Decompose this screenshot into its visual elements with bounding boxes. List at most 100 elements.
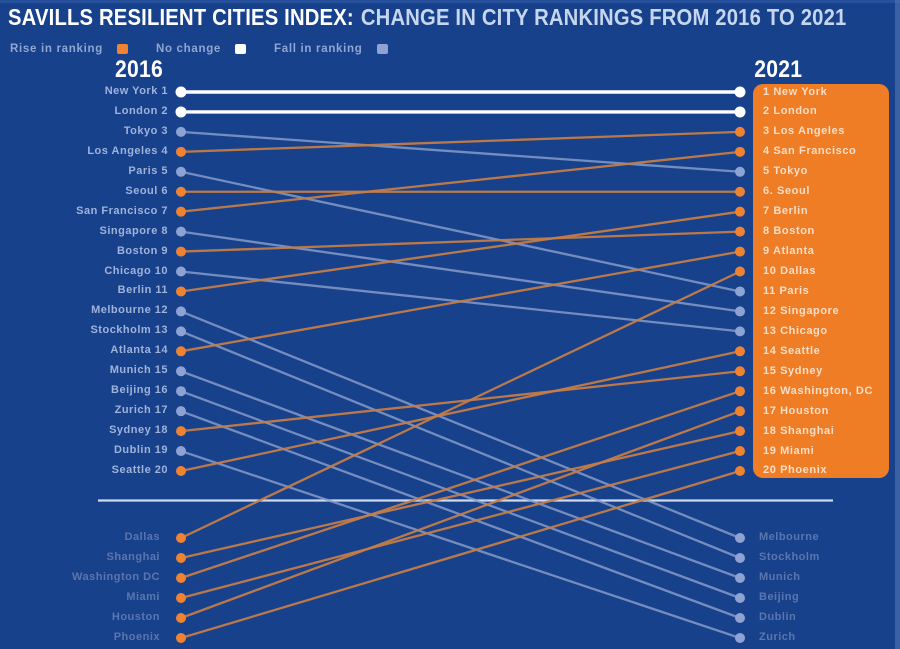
dot-2021-san-francisco bbox=[735, 146, 745, 157]
rank-row-16-washington-dc: 16 Washington, DC bbox=[763, 384, 874, 397]
dot-2016-singapore bbox=[176, 226, 186, 237]
entrant-label-washington-dc: Washington DC bbox=[72, 571, 160, 583]
dot-2016-zurich bbox=[176, 406, 186, 417]
rank-row-4-san-francisco: 4 San Francisco bbox=[763, 145, 857, 158]
dot-2016-dublin bbox=[176, 446, 186, 457]
line-shanghai bbox=[180, 429, 741, 560]
dot-2016-houston bbox=[176, 613, 186, 623]
chart-title-main: SAVILLS RESILIENT CITIES INDEX: bbox=[8, 4, 354, 30]
rank-row-6-seoul: 6. Seoul bbox=[763, 185, 810, 198]
dot-2016-miami bbox=[176, 593, 186, 603]
left-label-berlin-11: Berlin 11 bbox=[117, 284, 168, 297]
dot-2016-london bbox=[175, 106, 187, 118]
dot-2016-stockholm bbox=[176, 326, 186, 337]
dot-2021-berlin bbox=[735, 206, 745, 217]
dot-2016-los-angeles bbox=[176, 146, 186, 157]
dot-2021-munich bbox=[735, 573, 745, 583]
ranking-box-2021: 1 New York 2 London 3 Los Angeles 4 San Fra… bbox=[753, 84, 889, 478]
left-label-london-2: London 2 bbox=[114, 104, 168, 117]
dot-2021-beijing bbox=[735, 593, 745, 603]
line-washington-dc bbox=[180, 390, 741, 580]
right-edge-highlight bbox=[895, 0, 900, 649]
line-berlin bbox=[180, 210, 741, 293]
dot-2016-atlanta bbox=[176, 346, 186, 357]
dot-2021-boston bbox=[735, 226, 745, 237]
dot-2021-stockholm bbox=[735, 553, 745, 563]
entrant-label-houston: Houston bbox=[111, 611, 160, 623]
dot-2021-washington-dc bbox=[735, 386, 745, 397]
dot-2021-melbourne bbox=[735, 533, 745, 543]
dropout-label-melbourne: Melbourne bbox=[759, 531, 820, 543]
line-paris bbox=[180, 170, 741, 293]
entrant-label-shanghai: Shanghai bbox=[106, 551, 160, 563]
line-munich bbox=[180, 370, 741, 580]
left-label-tokyo-3: Tokyo 3 bbox=[123, 124, 168, 137]
dot-2021-atlanta bbox=[735, 246, 745, 257]
line-miami bbox=[180, 449, 741, 600]
left-label-boston-9: Boston 9 bbox=[116, 244, 168, 257]
left-label-san-francisco-7: San Francisco 7 bbox=[76, 204, 168, 217]
dropout-label-beijing: Beijing bbox=[759, 591, 800, 603]
dot-2016-melbourne bbox=[176, 306, 186, 317]
line-seattle bbox=[180, 350, 741, 473]
dot-2021-singapore bbox=[735, 306, 745, 317]
rank-row-11-paris: 11 Paris bbox=[763, 284, 810, 297]
rank-row-12-singapore: 12 Singapore bbox=[763, 304, 840, 317]
line-tokyo bbox=[180, 130, 741, 173]
dot-2021-tokyo bbox=[735, 166, 745, 177]
dot-2016-phoenix bbox=[176, 633, 186, 643]
dot-2021-shanghai bbox=[735, 426, 745, 437]
rank-row-18-shanghai: 18 Shanghai bbox=[763, 424, 835, 437]
dot-2021-seattle bbox=[735, 346, 745, 357]
dropout-label-dublin: Dublin bbox=[759, 611, 797, 623]
left-label-stockholm-13: Stockholm 13 bbox=[90, 324, 168, 337]
rank-row-17-houston: 17 Houston bbox=[763, 404, 829, 417]
rank-row-8-boston: 8 Boston bbox=[763, 225, 815, 238]
rank-row-13-chicago: 13 Chicago bbox=[763, 324, 828, 337]
rank-row-3-los-angeles: 3 Los Angeles bbox=[763, 125, 845, 138]
dot-2016-munich bbox=[176, 366, 186, 377]
left-label-seattle-20: Seattle 20 bbox=[111, 463, 168, 476]
rank-row-19-miami: 19 Miami bbox=[763, 444, 815, 457]
rank-row-15-sydney: 15 Sydney bbox=[763, 364, 823, 377]
dropout-label-stockholm: Stockholm bbox=[759, 551, 820, 563]
left-label-dublin-19: Dublin 19 bbox=[113, 444, 168, 457]
line-singapore bbox=[180, 230, 741, 313]
legend-label-rise: Rise in ranking bbox=[10, 43, 103, 55]
dot-2016-sydney bbox=[176, 426, 186, 437]
dot-2021-london bbox=[734, 106, 746, 118]
left-label-munich-15: Munich 15 bbox=[109, 364, 168, 377]
dot-2021-dublin bbox=[735, 633, 745, 643]
dot-2021-sydney bbox=[735, 366, 745, 377]
dot-2021-los-angeles bbox=[735, 126, 745, 137]
legend-label-fall: Fall in ranking bbox=[274, 43, 363, 55]
dot-2016-chicago bbox=[176, 266, 186, 277]
rank-row-7-berlin: 7 Berlin bbox=[763, 205, 809, 218]
entrant-label-phoenix: Phoenix bbox=[113, 631, 160, 643]
left-label-singapore-8: Singapore 8 bbox=[99, 224, 168, 237]
year-2016-header: 2016 bbox=[114, 56, 164, 83]
left-label-sydney-18: Sydney 18 bbox=[109, 424, 168, 437]
rank-row-5-tokyo: 5 Tokyo bbox=[763, 165, 808, 178]
legend: Rise in ranking No change Fall in rankin… bbox=[10, 43, 416, 55]
dot-2016-seoul bbox=[176, 186, 186, 197]
line-phoenix bbox=[180, 469, 741, 640]
left-label-zurich-17: Zurich 17 bbox=[114, 404, 168, 417]
left-label-seoul-6: Seoul 6 bbox=[125, 184, 168, 197]
left-label-beijing-16: Beijing 16 bbox=[111, 384, 168, 397]
dot-2021-houston bbox=[735, 406, 745, 417]
rank-row-1-new-york: 1 New York bbox=[763, 85, 828, 98]
dot-2016-new-york bbox=[175, 86, 187, 98]
line-houston bbox=[180, 410, 741, 620]
dot-2016-beijing bbox=[176, 386, 186, 397]
line-dallas bbox=[180, 270, 741, 540]
dot-2016-tokyo bbox=[176, 126, 186, 137]
line-atlanta bbox=[180, 250, 741, 353]
left-label-new-york-1: New York 1 bbox=[104, 85, 168, 97]
top-edge-highlight bbox=[0, 0, 900, 3]
rank-row-9-atlanta: 9 Atlanta bbox=[763, 245, 815, 258]
rise-swatch-icon bbox=[116, 44, 128, 54]
left-label-chicago-10: Chicago 10 bbox=[104, 264, 168, 277]
